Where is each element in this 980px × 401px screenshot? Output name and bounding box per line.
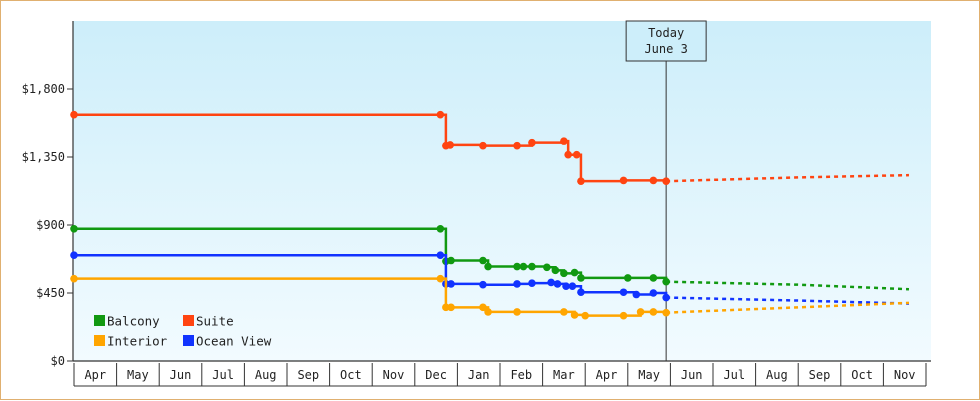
legend-label-interior: Interior (107, 334, 168, 349)
y-tick-label: $900 (36, 218, 65, 232)
data-point-ocean-view (562, 282, 570, 291)
data-point-balcony (447, 256, 455, 265)
x-tick-label: Oct (340, 368, 362, 382)
data-point-ocean-view (479, 280, 487, 289)
data-point-suite (564, 150, 572, 159)
data-point-balcony (484, 262, 492, 271)
x-tick-label: Jun (170, 368, 192, 382)
data-point-suite (560, 137, 568, 145)
x-tick-label: Dec (425, 368, 447, 382)
data-point-interior (570, 311, 579, 319)
data-point-interior (436, 274, 445, 283)
x-tick-label: Aug (766, 368, 788, 382)
x-tick-label: Aug (255, 368, 277, 382)
data-point-interior (484, 308, 492, 316)
x-tick-label: Sep (297, 368, 319, 382)
legend-swatch-interior (94, 335, 105, 346)
data-point-ocean-view (649, 289, 658, 297)
x-tick-label: May (638, 368, 660, 382)
plot-background (73, 21, 931, 361)
data-point-suite (619, 176, 628, 185)
data-point-balcony (528, 262, 536, 271)
data-point-suite (513, 141, 521, 150)
data-point-balcony (662, 277, 670, 286)
data-point-balcony (70, 224, 78, 233)
data-point-ocean-view (447, 280, 455, 288)
data-point-balcony (513, 262, 521, 271)
data-point-ocean-view (632, 290, 641, 299)
x-tick-label: Apr (596, 368, 618, 382)
data-point-ocean-view (577, 288, 585, 297)
x-tick-label: Nov (894, 368, 916, 382)
legend-label-ocean-view: Ocean View (196, 334, 272, 349)
x-tick-label: Mar (553, 368, 575, 382)
legend-swatch-suite (183, 315, 194, 326)
x-tick-label: Feb (510, 368, 532, 382)
data-point-interior (447, 303, 455, 312)
x-tick-label: Jul (723, 368, 745, 382)
data-point-balcony (543, 263, 551, 272)
x-tick-label: Jul (212, 368, 234, 382)
x-tick-label: Jan (468, 368, 490, 382)
data-point-ocean-view (547, 278, 555, 287)
data-point-interior (619, 311, 628, 320)
data-point-ocean-view (568, 282, 577, 291)
y-tick-label: $0 (51, 354, 65, 368)
data-point-ocean-view (528, 279, 536, 287)
x-tick-label: Jun (681, 368, 703, 382)
data-point-ocean-view (619, 288, 628, 297)
legend-label-suite: Suite (196, 314, 234, 329)
data-point-balcony (560, 269, 568, 278)
data-point-interior (70, 274, 78, 283)
today-date: June 3 (644, 42, 687, 56)
data-point-balcony (577, 274, 585, 282)
data-point-suite (649, 176, 658, 185)
data-point-balcony (436, 224, 445, 233)
y-tick-label: $450 (36, 286, 65, 300)
y-tick-label: $1,800 (22, 82, 65, 96)
data-point-suite (436, 110, 445, 119)
x-tick-label: May (127, 368, 149, 382)
legend-swatch-ocean-view (183, 335, 194, 346)
today-box (625, 20, 707, 62)
x-tick-label: Oct (851, 368, 873, 382)
y-tick-label: $1,350 (22, 150, 65, 164)
data-point-interior (479, 303, 487, 312)
data-point-balcony (551, 266, 560, 275)
data-point-suite (70, 110, 78, 119)
data-point-balcony (570, 268, 579, 277)
legend-swatch-balcony (94, 315, 105, 326)
data-point-suite (572, 150, 581, 159)
data-point-interior (513, 308, 521, 316)
x-tick-label: Sep (809, 368, 831, 382)
legend-label-balcony: Balcony (107, 314, 160, 329)
data-point-interior (662, 308, 670, 317)
data-point-suite (577, 177, 585, 185)
x-tick-label: Apr (84, 368, 106, 382)
data-point-interior (649, 308, 658, 316)
data-point-balcony (649, 274, 658, 282)
data-point-balcony (519, 262, 528, 271)
data-point-ocean-view (662, 293, 670, 302)
data-point-suite (479, 141, 487, 150)
data-point-balcony (479, 256, 487, 265)
data-point-suite (662, 177, 670, 185)
today-label: Today (648, 26, 684, 40)
data-point-ocean-view (513, 280, 521, 288)
data-point-ocean-view (436, 251, 445, 260)
data-point-interior (560, 308, 568, 316)
data-point-ocean-view (70, 251, 78, 260)
data-point-suite (528, 138, 536, 147)
data-point-ocean-view (553, 280, 562, 288)
data-point-suite (446, 141, 454, 149)
data-point-interior (636, 308, 645, 316)
x-tick-label: Nov (383, 368, 405, 382)
data-point-interior (581, 311, 589, 320)
data-point-balcony (624, 274, 632, 282)
